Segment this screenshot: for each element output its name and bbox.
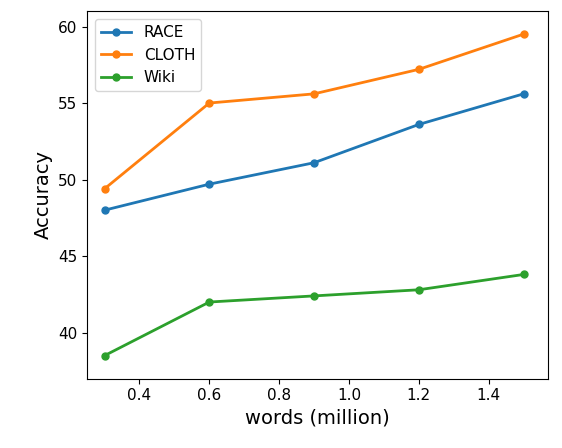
RACE	[415, 122, 422, 127]
RACE	[520, 91, 527, 96]
Wiki	[101, 353, 108, 358]
RACE	[206, 181, 212, 187]
Y-axis label: Accuracy: Accuracy	[34, 151, 52, 239]
CLOTH	[206, 100, 212, 106]
Legend: RACE, CLOTH, Wiki: RACE, CLOTH, Wiki	[95, 19, 201, 91]
RACE	[311, 160, 318, 165]
Wiki	[206, 299, 212, 305]
Wiki	[520, 272, 527, 277]
Line: CLOTH: CLOTH	[101, 30, 527, 192]
CLOTH	[101, 186, 108, 191]
Wiki	[311, 293, 318, 298]
RACE	[101, 207, 108, 213]
Line: RACE: RACE	[101, 90, 527, 214]
X-axis label: words (million): words (million)	[245, 409, 390, 428]
CLOTH	[415, 67, 422, 72]
CLOTH	[520, 31, 527, 37]
CLOTH	[311, 91, 318, 96]
Wiki	[415, 287, 422, 293]
Line: Wiki: Wiki	[101, 271, 527, 359]
